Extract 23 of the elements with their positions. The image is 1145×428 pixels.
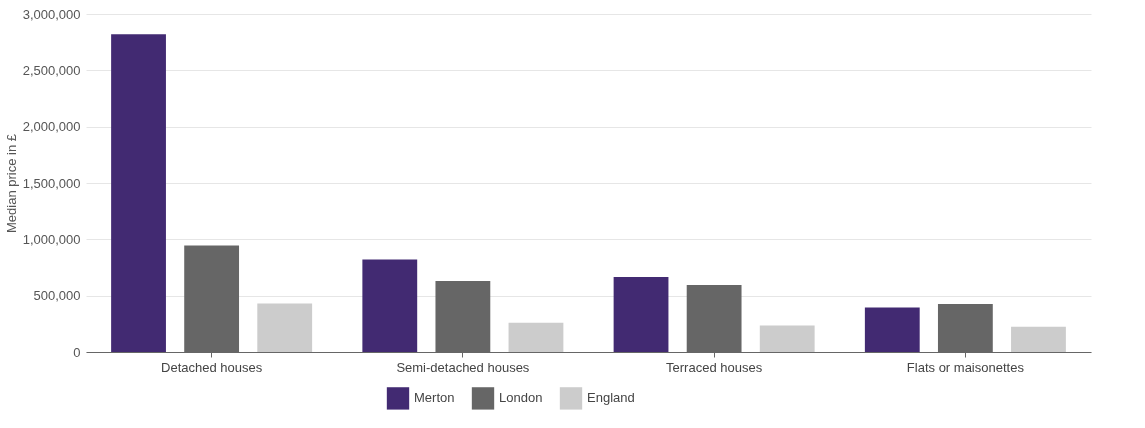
- y-axis-title: Median price in £: [3, 133, 19, 233]
- x-tick-label: Semi-detached houses: [396, 359, 530, 375]
- legend-label: London: [499, 390, 543, 406]
- legend-label: Merton: [414, 390, 455, 406]
- bar: [1011, 326, 1066, 352]
- y-tick-label: 3,000,000: [22, 6, 81, 22]
- bar: [508, 322, 564, 352]
- bar: [864, 307, 920, 352]
- x-tick-label: Flats or maisonettes: [906, 359, 1025, 375]
- x-tick-label: Terraced houses: [666, 359, 763, 375]
- y-tick-label: 1,500,000: [22, 175, 81, 191]
- legend-label: England: [587, 390, 635, 406]
- x-tick-label: Detached houses: [161, 359, 263, 375]
- y-tick-label: 0: [73, 344, 81, 360]
- bar: [111, 34, 166, 352]
- bar: [759, 325, 815, 352]
- y-tick-label: 2,500,000: [22, 62, 81, 78]
- bar: [613, 277, 669, 352]
- y-tick-label: 500,000: [33, 288, 81, 304]
- y-tick-label: 1,000,000: [22, 231, 81, 247]
- y-tick-label: 2,000,000: [22, 119, 81, 135]
- bar: [257, 303, 313, 352]
- bar: [362, 259, 418, 352]
